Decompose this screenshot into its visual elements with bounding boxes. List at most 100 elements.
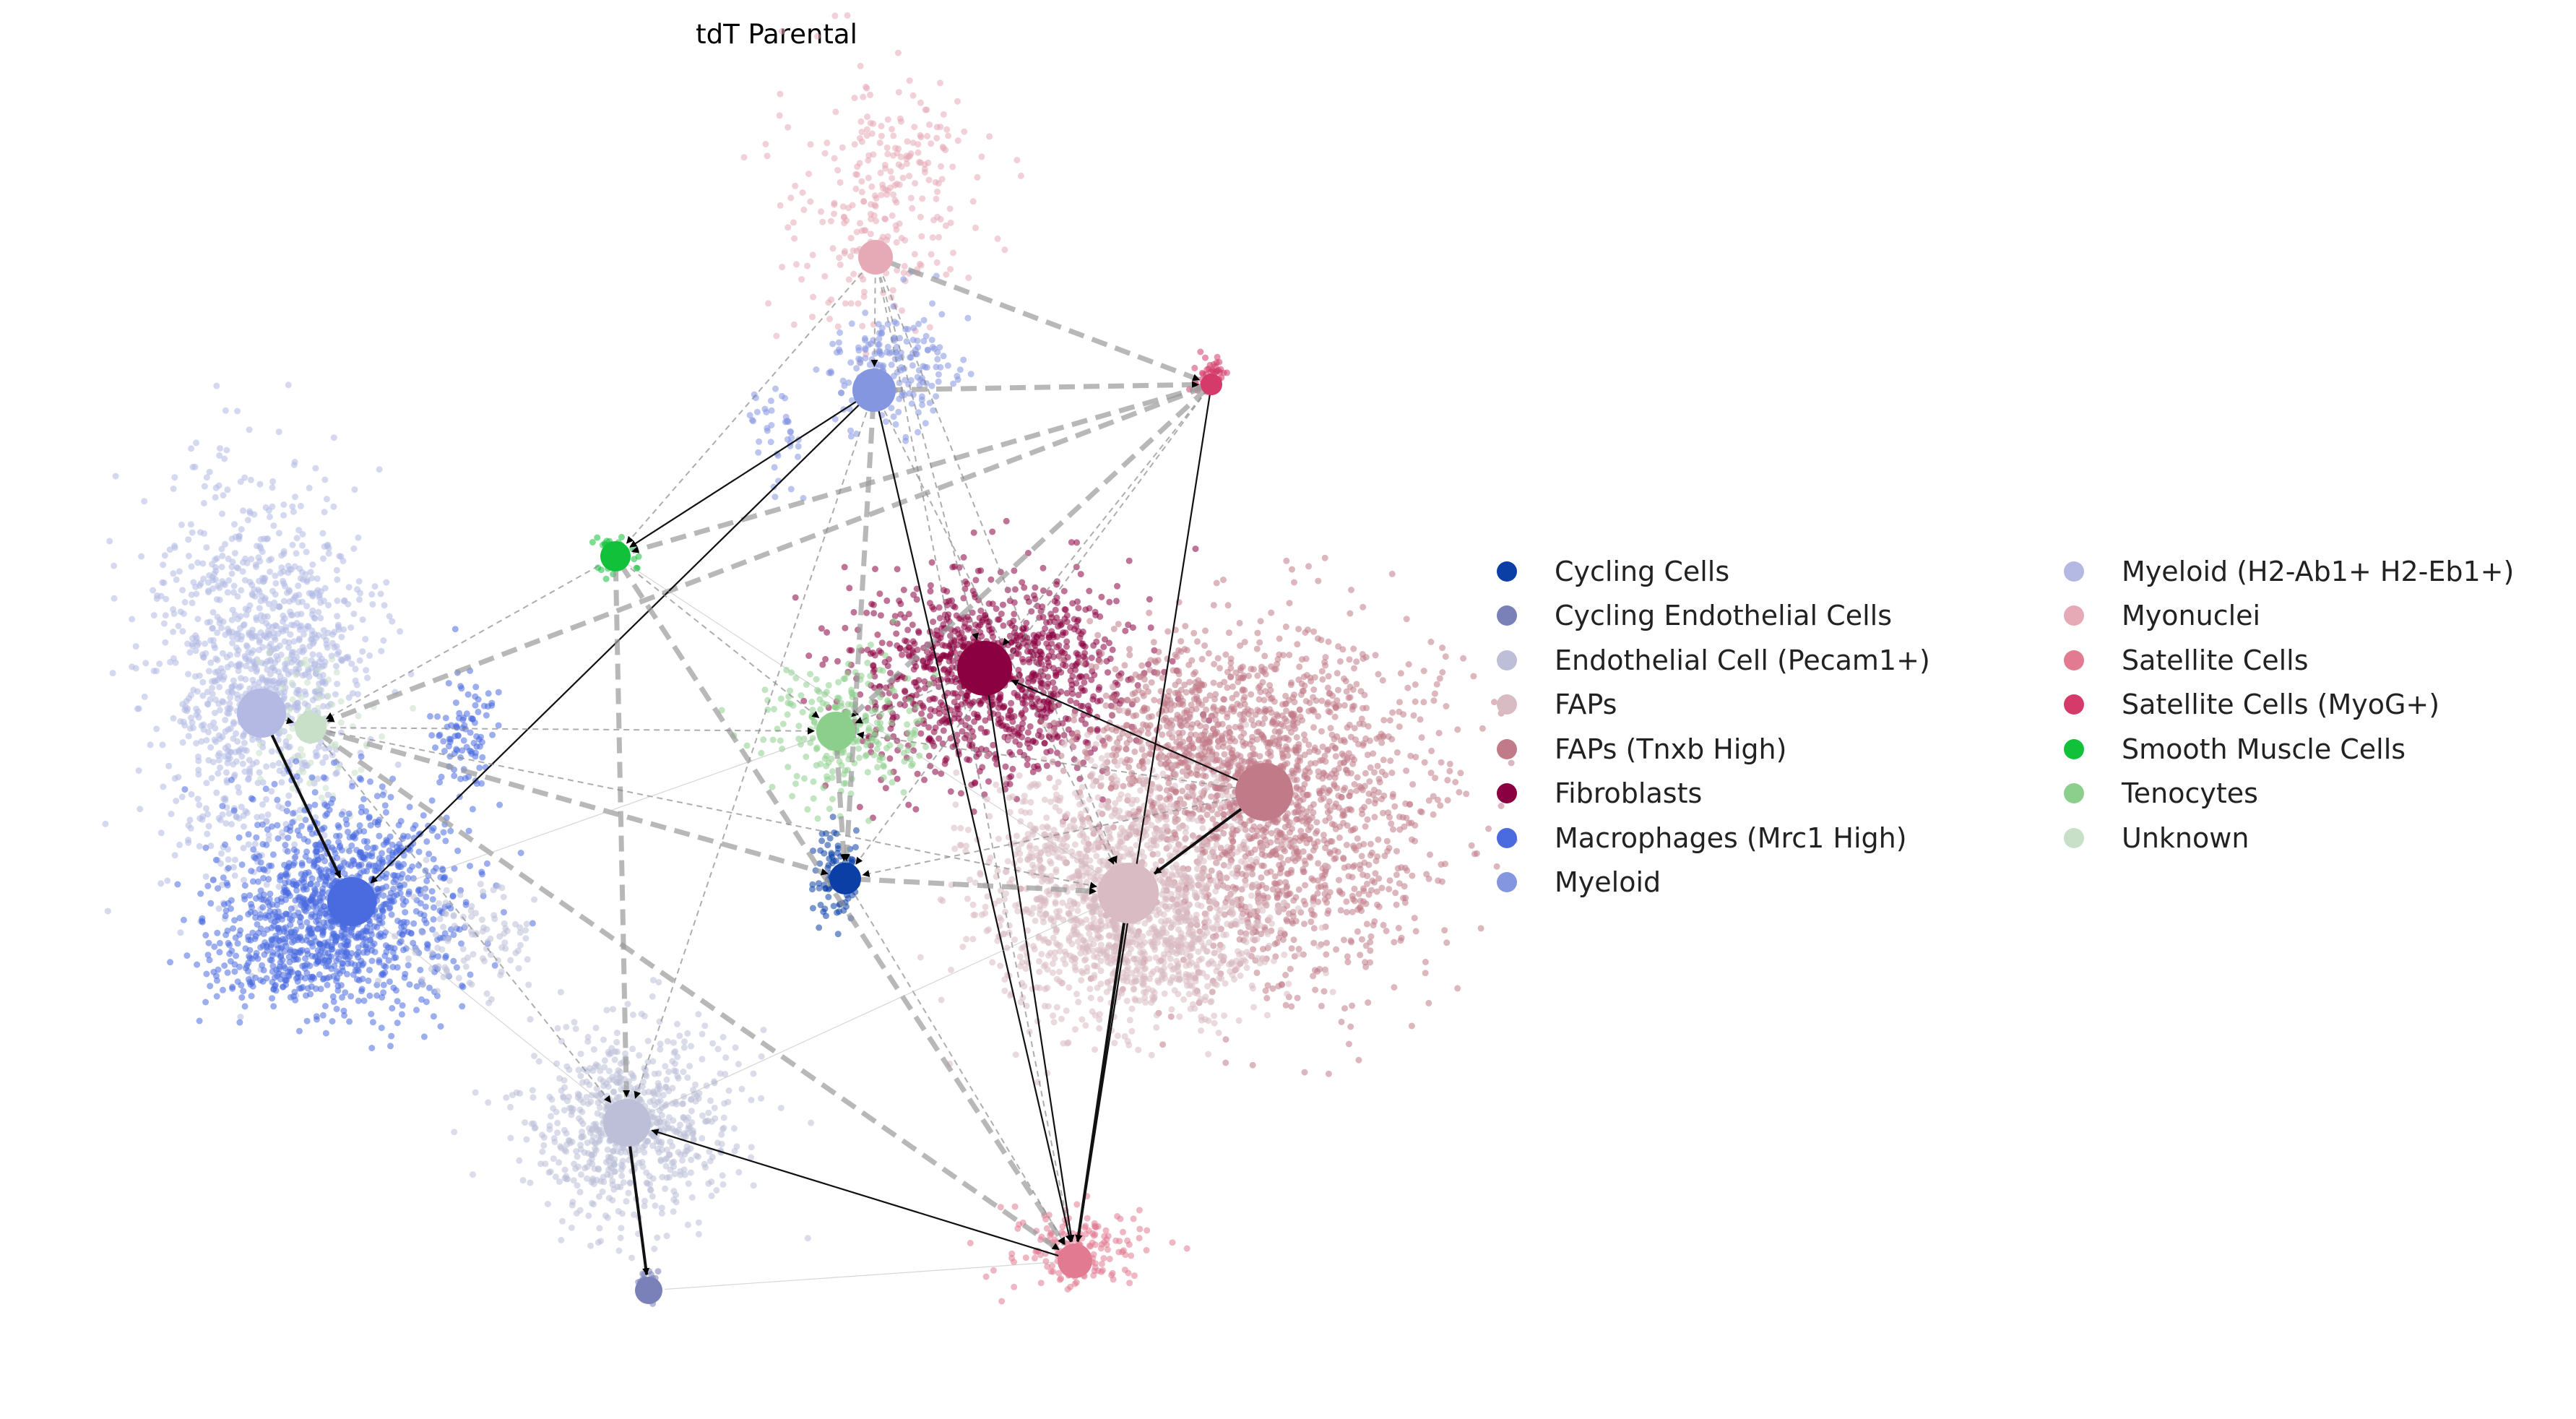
cell-point bbox=[890, 152, 897, 159]
cell-point bbox=[233, 564, 241, 571]
cell-point bbox=[405, 833, 411, 840]
cell-point bbox=[285, 381, 292, 389]
cell-point bbox=[1106, 598, 1113, 605]
cell-point bbox=[344, 970, 350, 978]
cell-point bbox=[998, 611, 1005, 618]
cell-point bbox=[306, 826, 314, 833]
cell-point bbox=[289, 696, 296, 703]
cell-point bbox=[834, 323, 842, 330]
cell-point bbox=[881, 161, 889, 168]
cell-point bbox=[807, 670, 814, 678]
cell-point bbox=[517, 850, 524, 856]
cell-point bbox=[888, 719, 895, 726]
cell-point bbox=[1321, 554, 1328, 561]
cell-point bbox=[1045, 673, 1052, 681]
cell-point bbox=[203, 970, 210, 978]
cell-point bbox=[853, 365, 860, 372]
cell-point bbox=[847, 427, 854, 434]
cell-point bbox=[351, 769, 358, 777]
cell-point bbox=[282, 939, 289, 946]
cell-point bbox=[879, 185, 886, 191]
cell-point bbox=[831, 12, 839, 20]
cell-point bbox=[904, 729, 912, 736]
cell-point bbox=[320, 703, 327, 710]
cell-point bbox=[138, 553, 145, 560]
cell-point bbox=[874, 341, 881, 348]
cell-point bbox=[913, 683, 920, 690]
cell-point bbox=[964, 626, 972, 633]
cell-point bbox=[999, 704, 1006, 711]
cell-point bbox=[321, 476, 329, 483]
cell-point bbox=[305, 668, 312, 676]
cell-point bbox=[1113, 598, 1120, 605]
cell-point bbox=[132, 665, 139, 672]
cell-point bbox=[867, 673, 874, 680]
cell-point bbox=[459, 747, 466, 754]
cell-point bbox=[1088, 655, 1095, 661]
cell-point bbox=[303, 1017, 311, 1025]
cell-point bbox=[330, 972, 337, 980]
cell-point bbox=[324, 692, 332, 699]
cell-point bbox=[237, 613, 244, 620]
cell-point bbox=[244, 643, 251, 650]
cell-point bbox=[203, 474, 210, 481]
cell-point bbox=[483, 860, 490, 867]
cell-point bbox=[268, 957, 275, 964]
cell-point bbox=[761, 686, 769, 694]
cell-point bbox=[202, 650, 209, 657]
cell-point bbox=[192, 647, 199, 655]
cell-point bbox=[228, 564, 235, 571]
cell-point bbox=[156, 660, 163, 668]
cell-point bbox=[472, 683, 480, 691]
cell-point bbox=[458, 940, 464, 947]
cell-point bbox=[214, 676, 221, 683]
cell-point bbox=[202, 805, 209, 812]
cell-point bbox=[380, 892, 387, 899]
cell-point bbox=[208, 775, 215, 782]
cell-point bbox=[269, 995, 275, 1002]
cell-point bbox=[234, 738, 241, 745]
cell-point bbox=[265, 876, 272, 883]
cell-point bbox=[478, 780, 485, 787]
cell-point bbox=[129, 616, 136, 623]
cell-point bbox=[792, 780, 799, 788]
cell-point bbox=[1013, 691, 1021, 699]
cell-point bbox=[1203, 811, 1211, 819]
cell-point bbox=[905, 611, 912, 618]
cell-point bbox=[315, 856, 322, 863]
cell-point bbox=[235, 684, 243, 691]
cell-point bbox=[376, 466, 383, 473]
cell-point bbox=[246, 426, 253, 434]
cell-point bbox=[1058, 621, 1066, 628]
cell-point bbox=[442, 837, 449, 845]
cell-point bbox=[236, 1019, 243, 1026]
cell-point bbox=[104, 907, 111, 915]
cell-point bbox=[876, 329, 883, 337]
cell-point bbox=[365, 977, 372, 984]
cell-point bbox=[193, 590, 200, 598]
cell-point bbox=[819, 661, 826, 668]
cell-point bbox=[818, 208, 824, 215]
cell-point bbox=[855, 754, 863, 762]
cell-point bbox=[915, 629, 922, 637]
cell-point bbox=[275, 924, 282, 931]
cell-point bbox=[340, 557, 347, 564]
cell-point bbox=[950, 380, 957, 387]
cell-point bbox=[179, 628, 186, 635]
cell-point bbox=[1045, 652, 1053, 660]
cell-point bbox=[275, 603, 282, 610]
cell-point bbox=[350, 858, 357, 865]
cell-point bbox=[874, 764, 881, 771]
cell-point bbox=[329, 946, 336, 953]
cell-point bbox=[358, 962, 366, 969]
cell-point bbox=[197, 580, 204, 587]
cell-point bbox=[915, 141, 922, 148]
cell-point bbox=[958, 629, 965, 637]
cell-point bbox=[267, 943, 275, 950]
cell-point bbox=[308, 875, 316, 882]
cell-point bbox=[438, 773, 445, 780]
cell-point bbox=[909, 621, 916, 629]
cell-point bbox=[876, 348, 883, 355]
cell-point bbox=[298, 746, 304, 753]
cell-point bbox=[256, 769, 263, 776]
